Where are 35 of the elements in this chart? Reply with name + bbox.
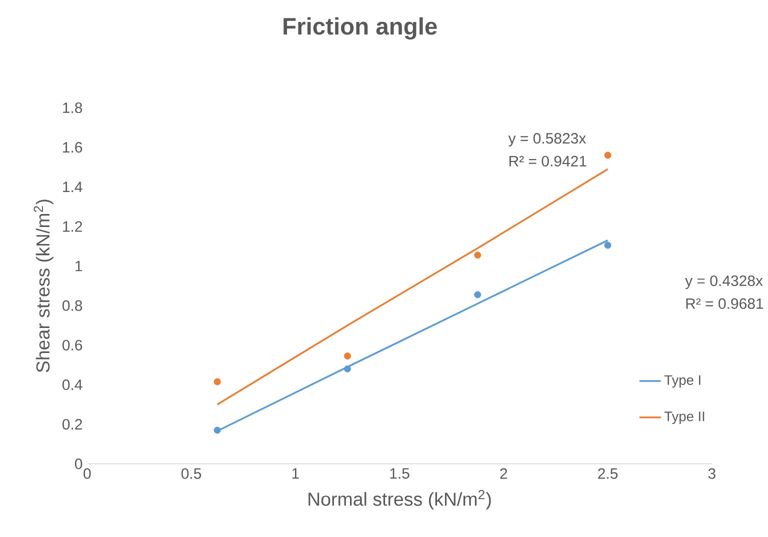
annotation: y = 0.5823x [508, 133, 586, 147]
legend-label: Type I [664, 375, 700, 388]
y-tick-label: 1.2 [63, 221, 82, 232]
y-tick-label: 0.4 [62, 379, 82, 390]
point [604, 152, 612, 159]
annotation: R² = 0.9421 [510, 156, 586, 166]
point [214, 378, 221, 386]
point [214, 426, 221, 434]
chart-title: Friction angle [284, 17, 437, 40]
x-tick-label: 0.5 [181, 468, 202, 479]
y-tick-label: 1.6 [63, 142, 82, 153]
legend-label: Type II [664, 412, 704, 424]
y-tick-label: 0.8 [62, 300, 82, 311]
point [344, 365, 351, 372]
x-tick-label: 0 [84, 468, 91, 479]
point [344, 352, 351, 360]
annotation: R² = 0.9681 [686, 298, 764, 309]
y-tick-label: 1.4 [63, 182, 82, 192]
x-tick-label: 2 [500, 468, 508, 479]
y-tick-label: 1 [76, 260, 82, 272]
y-tick-label: 0 [74, 458, 82, 470]
y-tick-label: 0.6 [62, 340, 82, 350]
x-tick-label: 3 [708, 468, 716, 479]
point [604, 242, 612, 249]
x-axis-title: Normal stress (kN/m$^{2}$) [308, 490, 491, 510]
y-axis-title: Shear stress (kN/m$^{2}$) [34, 200, 54, 372]
y-tick-label: 0.2 [62, 419, 82, 430]
x-tick-label: 2.5 [598, 468, 618, 479]
x-tick-label: 1.5 [390, 468, 410, 479]
y-tick-label: 1.8 [63, 102, 82, 114]
line-series [216, 168, 609, 406]
annotation: y = 0.4328x [685, 275, 763, 290]
x-tick-label: 1 [292, 468, 299, 479]
point [474, 291, 482, 298]
point [474, 252, 482, 259]
